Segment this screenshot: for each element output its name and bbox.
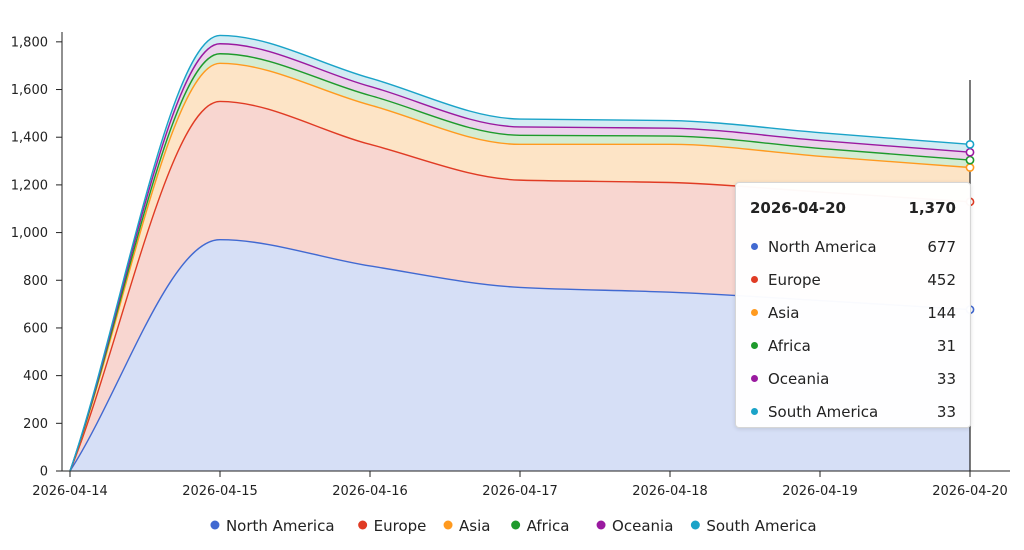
y-tick-label: 400	[23, 369, 48, 384]
legend-swatch	[511, 520, 521, 530]
line-asia	[69, 62, 971, 472]
y-tick-label: 800	[23, 274, 48, 289]
legend-item-south-america: South America	[690, 517, 817, 535]
tooltip-series-value: 31	[936, 336, 956, 355]
area-south-america	[70, 35, 970, 472]
legend-label: North America	[226, 517, 335, 535]
legend-label: South America	[706, 517, 816, 535]
line-oceania	[69, 43, 971, 472]
legend-item-oceania: Oceania	[596, 517, 673, 535]
tooltip-series-name: Oceania	[768, 369, 830, 388]
legend-label: Asia	[459, 517, 490, 535]
legend-label: Europe	[374, 517, 427, 535]
x-tick-label: 2026-04-19	[782, 484, 858, 499]
x-tick-label: 2026-04-16	[332, 484, 408, 499]
x-tick-label: 2026-04-17	[482, 484, 558, 499]
tooltip-row-europe: Europe 452	[750, 263, 956, 296]
legend-item-africa: Africa	[511, 517, 569, 535]
tooltip-series-value: 144	[927, 303, 956, 322]
series-lines	[69, 34, 971, 472]
line-africa	[69, 53, 971, 472]
tooltip-row-south-america: South America 33	[750, 395, 956, 428]
y-tick-label: 200	[23, 417, 48, 432]
x-tick-label: 2026-04-18	[632, 484, 708, 499]
hover-point-oceania	[965, 147, 975, 157]
y-tick-label: 1,000	[11, 226, 48, 241]
tooltip-swatch	[751, 375, 758, 382]
y-tick-label: 600	[23, 321, 48, 336]
tooltip-series-name: Europe	[768, 270, 821, 289]
tooltip-swatch	[751, 243, 758, 250]
tooltip-series-name: South America	[768, 402, 879, 421]
tooltip-swatch	[751, 342, 758, 349]
legend-swatch	[596, 520, 606, 530]
tooltip-series-value: 452	[927, 270, 956, 289]
legend: North America Europe Asia Africa Oceania Sout…	[210, 517, 817, 535]
x-tick-label: 2026-04-15	[182, 484, 258, 499]
x-tick-label: 2026-04-20	[932, 484, 1008, 499]
legend-swatch	[358, 520, 368, 530]
tooltip-series-name: Africa	[768, 336, 811, 355]
tooltip-row-africa: Africa 31	[750, 329, 956, 362]
tooltip-total: 1,370	[908, 199, 956, 217]
tooltip-row-asia: Asia 144	[750, 296, 956, 329]
tooltip-swatch	[751, 309, 758, 316]
legend-item-asia: Asia	[443, 517, 490, 535]
legend-item-north-america: North America	[210, 517, 335, 535]
hover-point-asia	[965, 163, 975, 172]
y-axis: 0 200 400 600 800 1,000 1,200 1,400 1,600 1,800	[11, 32, 63, 480]
tooltip-row-north-america: North America 677	[750, 230, 956, 263]
tooltip-date: 2026-04-20	[750, 199, 846, 217]
tooltip-series-name: North America	[768, 237, 877, 256]
tooltip-series-value: 677	[927, 237, 956, 256]
y-tick-label: 1,400	[11, 131, 48, 146]
tooltip: 2026-04-20 1,370 North America 677 Europe 4…	[735, 182, 971, 428]
tooltip-rows: North America 677 Europe 452 Asia 144 Africa 31…	[750, 230, 956, 428]
tooltip-header: 2026-04-20 1,370	[750, 197, 956, 219]
legend-swatch	[210, 520, 220, 530]
y-tick-label: 1,600	[11, 83, 48, 98]
area-africa	[70, 53, 970, 471]
legend-label: Oceania	[612, 517, 673, 535]
hover-point-africa	[965, 155, 975, 165]
line-south-america	[69, 34, 971, 472]
y-tick-label: 1,200	[11, 178, 48, 193]
x-tick-label: 2026-04-14	[32, 484, 108, 499]
legend-swatch	[690, 520, 700, 530]
tooltip-series-name: Asia	[768, 303, 800, 322]
area-asia	[70, 63, 970, 472]
legend-label: Africa	[527, 517, 570, 535]
legend-item-europe: Europe	[358, 517, 426, 535]
tooltip-series-value: 33	[936, 402, 956, 421]
tooltip-series-value: 33	[936, 369, 956, 388]
y-tick-label: 0	[40, 465, 48, 480]
legend-swatch	[443, 520, 453, 530]
tooltip-swatch	[751, 276, 758, 283]
hover-point-south-america	[965, 139, 975, 149]
tooltip-row-oceania: Oceania 33	[750, 362, 956, 395]
x-axis: 2026-04-14 2026-04-15 2026-04-16 2026-04-17…	[32, 470, 1010, 499]
area-oceania	[70, 43, 970, 471]
tooltip-swatch	[751, 408, 758, 415]
y-tick-label: 1,800	[11, 35, 48, 50]
